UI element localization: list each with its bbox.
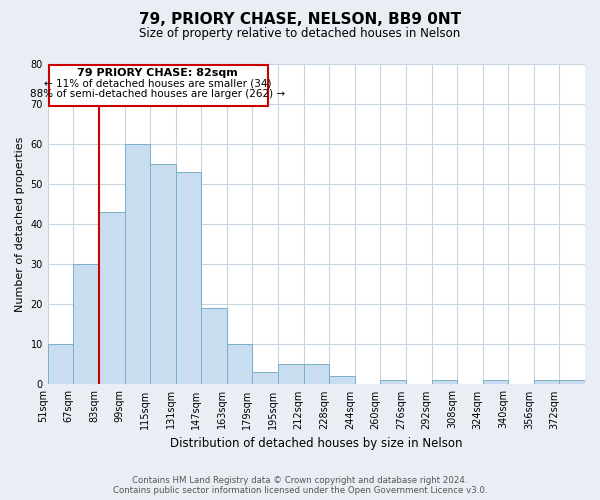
Bar xyxy=(304,364,329,384)
Text: 79 PRIORY CHASE: 82sqm: 79 PRIORY CHASE: 82sqm xyxy=(77,68,238,78)
Bar xyxy=(49,65,268,106)
X-axis label: Distribution of detached houses by size in Nelson: Distribution of detached houses by size … xyxy=(170,437,463,450)
Y-axis label: Number of detached properties: Number of detached properties xyxy=(15,136,25,312)
Text: Size of property relative to detached houses in Nelson: Size of property relative to detached ho… xyxy=(139,28,461,40)
Bar xyxy=(482,380,508,384)
Bar xyxy=(534,380,559,384)
Bar xyxy=(99,212,125,384)
Bar xyxy=(227,344,253,385)
Bar xyxy=(201,308,227,384)
Bar xyxy=(329,376,355,384)
Text: 88% of semi-detached houses are larger (262) →: 88% of semi-detached houses are larger (… xyxy=(30,89,286,99)
Text: Contains public sector information licensed under the Open Government Licence v3: Contains public sector information licen… xyxy=(113,486,487,495)
Bar xyxy=(125,144,150,384)
Bar xyxy=(150,164,176,384)
Bar xyxy=(431,380,457,384)
Bar xyxy=(73,264,99,384)
Bar xyxy=(559,380,585,384)
Bar xyxy=(176,172,201,384)
Bar xyxy=(278,364,304,384)
Bar xyxy=(380,380,406,384)
Text: Contains HM Land Registry data © Crown copyright and database right 2024.: Contains HM Land Registry data © Crown c… xyxy=(132,476,468,485)
Text: ← 11% of detached houses are smaller (34): ← 11% of detached houses are smaller (34… xyxy=(44,78,272,88)
Bar xyxy=(48,344,73,385)
Bar xyxy=(253,372,278,384)
Text: 79, PRIORY CHASE, NELSON, BB9 0NT: 79, PRIORY CHASE, NELSON, BB9 0NT xyxy=(139,12,461,28)
